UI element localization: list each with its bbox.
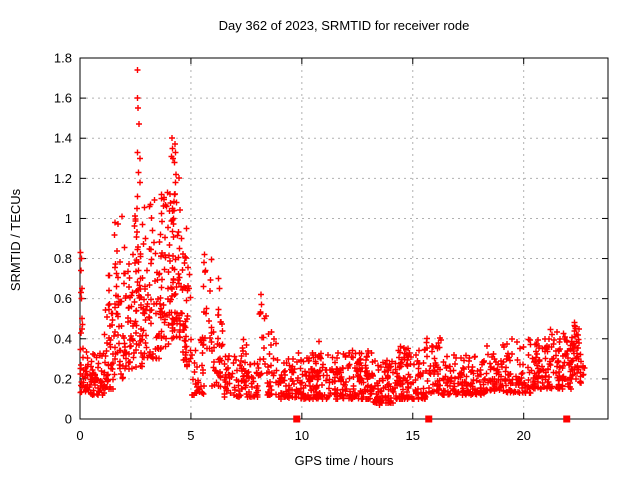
scatter-series xyxy=(77,67,588,408)
y-tick-label: 0.2 xyxy=(54,371,72,386)
y-tick-label: 0.4 xyxy=(54,331,72,346)
gap-square-marker xyxy=(563,415,571,423)
y-tick-label: 0.8 xyxy=(54,251,72,266)
tick-labels: 0 5 10 15 20 0 0.2 0.4 0.6 0.8 1 1.2 1.4 1.6 1.8 xyxy=(54,51,531,444)
y-tick-label: 0 xyxy=(65,412,72,427)
y-axis-label: SRMTID / TECUs xyxy=(8,188,23,291)
gap-square-marker xyxy=(293,415,301,423)
x-tick-label: 20 xyxy=(516,428,530,443)
y-tick-label: 1.8 xyxy=(54,51,72,66)
x-tick-label: 5 xyxy=(187,428,194,443)
gap-square-marker xyxy=(425,415,433,423)
x-tick-label: 0 xyxy=(76,428,83,443)
y-tick-label: 1 xyxy=(65,211,72,226)
tick-marks xyxy=(79,57,608,420)
grid-lines xyxy=(80,58,608,419)
scatter-points xyxy=(77,67,588,408)
y-tick-label: 1.6 xyxy=(54,91,72,106)
baseline-gap-markers xyxy=(293,415,571,423)
y-tick-label: 0.6 xyxy=(54,291,72,306)
x-tick-label: 15 xyxy=(406,428,420,443)
plot-border xyxy=(79,57,609,420)
y-tick-label: 1.2 xyxy=(54,171,72,186)
x-tick-label: 10 xyxy=(295,428,309,443)
y-tick-label: 1.4 xyxy=(54,131,72,146)
chart-title: Day 362 of 2023, SRMTID for receiver rod… xyxy=(219,18,470,33)
x-axis-label: GPS time / hours xyxy=(295,453,394,468)
